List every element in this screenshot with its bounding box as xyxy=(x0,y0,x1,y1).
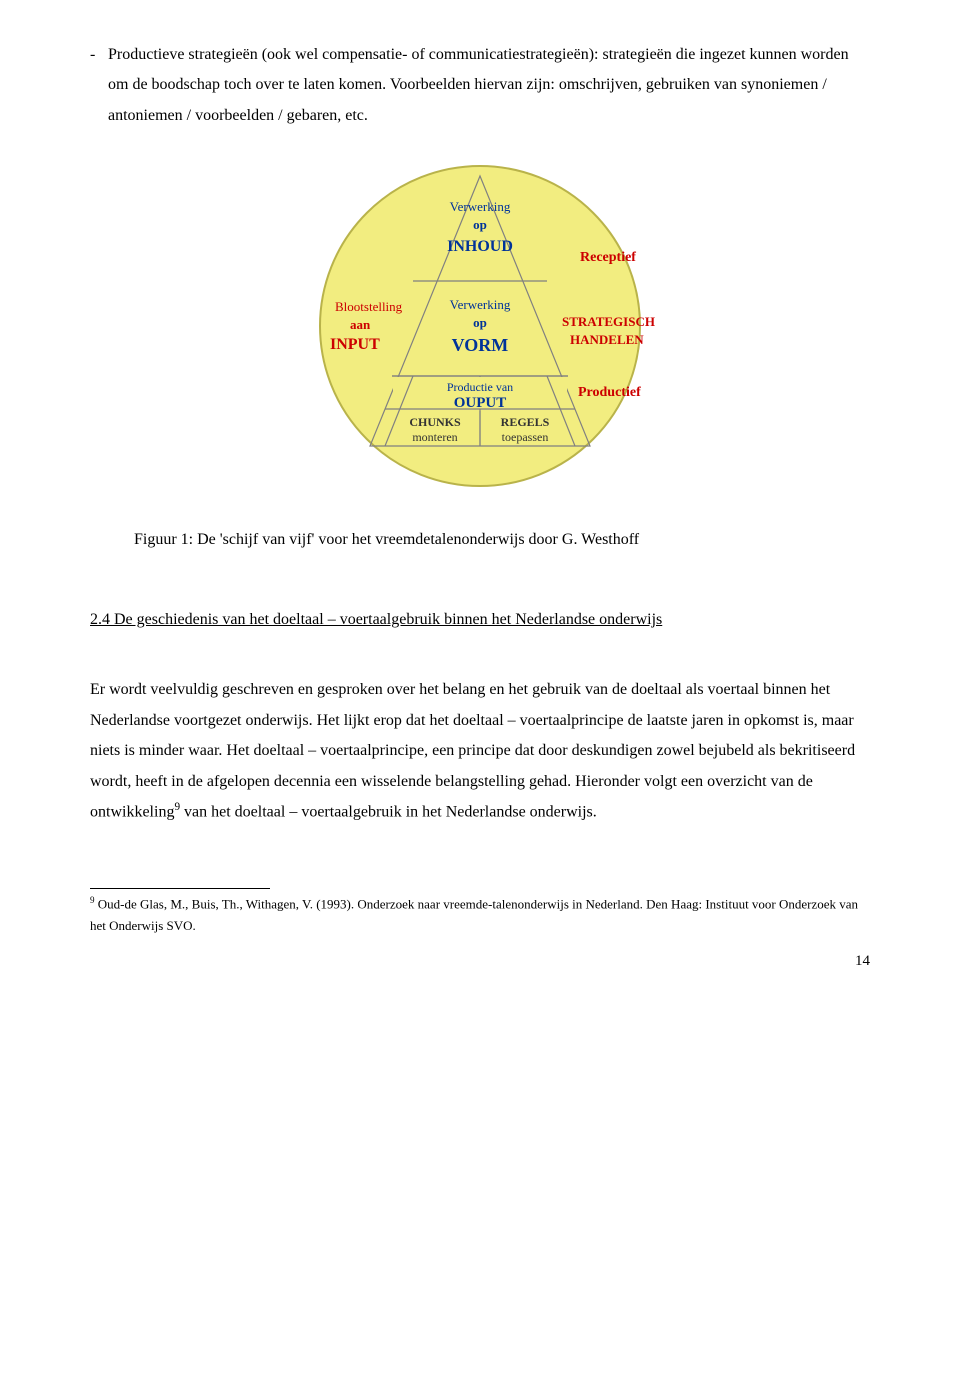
footnote: 9 Oud-de Glas, M., Buis, Th., Withagen, … xyxy=(90,893,870,938)
svg-text:Verwerking: Verwerking xyxy=(450,297,511,312)
svg-text:INPUT: INPUT xyxy=(330,336,380,353)
svg-text:INHOUD: INHOUD xyxy=(447,238,513,255)
body-paragraph: Er wordt veelvuldig geschreven en gespro… xyxy=(90,675,870,827)
schijf-van-vijf-diagram: Verwerking op INHOUD Receptief Blootstel… xyxy=(300,151,660,501)
svg-text:HANDELEN: HANDELEN xyxy=(570,332,644,347)
svg-text:Blootstelling: Blootstelling xyxy=(335,299,403,314)
figure: Verwerking op INHOUD Receptief Blootstel… xyxy=(90,151,870,555)
bullet-dash: - xyxy=(90,40,108,131)
paragraph-part1: Er wordt veelvuldig geschreven en gespro… xyxy=(90,681,855,820)
svg-text:monteren: monteren xyxy=(412,430,457,444)
svg-text:VORM: VORM xyxy=(452,335,509,355)
bullet-text: Productieve strategieën (ook wel compens… xyxy=(108,40,870,131)
svg-text:Receptief: Receptief xyxy=(580,250,636,265)
svg-text:REGELS: REGELS xyxy=(501,415,550,429)
svg-text:op: op xyxy=(473,217,487,232)
footnote-rule xyxy=(90,888,270,889)
svg-text:Productief: Productief xyxy=(578,385,641,400)
figure-caption: Figuur 1: De 'schijf van vijf' voor het … xyxy=(134,525,870,555)
page-number: 14 xyxy=(90,947,870,976)
paragraph-part2: van het doeltaal – voertaalgebruik in he… xyxy=(180,803,597,820)
bullet-item: - Productieve strategieën (ook wel compe… xyxy=(90,40,870,131)
svg-text:STRATEGISCH: STRATEGISCH xyxy=(562,314,655,329)
svg-text:CHUNKS: CHUNKS xyxy=(409,415,461,429)
svg-text:toepassen: toepassen xyxy=(502,430,549,444)
svg-text:op: op xyxy=(473,315,487,330)
page-content: - Productieve strategieën (ook wel compe… xyxy=(0,0,960,1016)
svg-text:Verwerking: Verwerking xyxy=(450,199,511,214)
svg-text:Productie van: Productie van xyxy=(447,380,513,394)
section-heading: 2.4 De geschiedenis van het doeltaal – v… xyxy=(90,605,870,635)
footnote-text: Oud-de Glas, M., Buis, Th., Withagen, V.… xyxy=(90,896,858,933)
svg-text:aan: aan xyxy=(350,317,371,332)
svg-text:OUPUT: OUPUT xyxy=(454,395,507,411)
